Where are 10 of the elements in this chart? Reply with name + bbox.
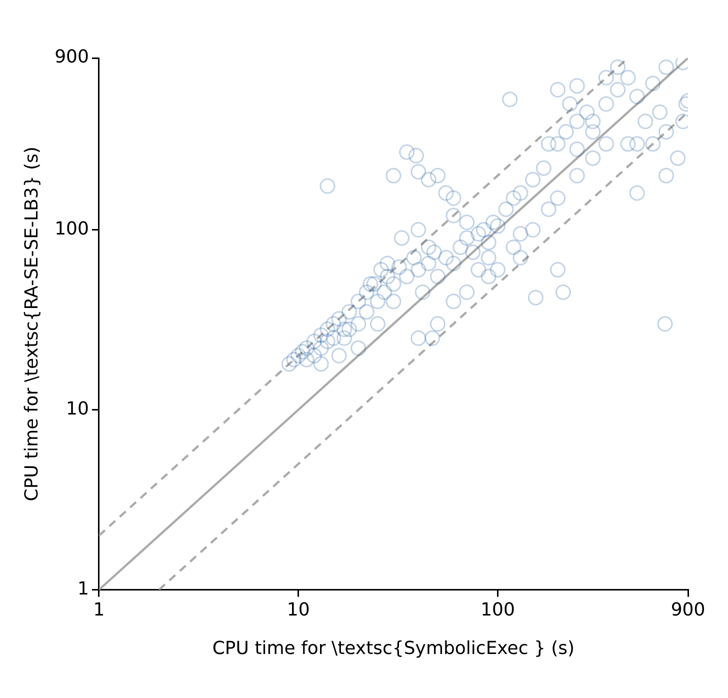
y-tick-label: 1 [78,578,89,600]
x-axis-title: CPU time for \textsc{SymbolicExec } (s) [212,638,575,659]
x-tick-label: 100 [480,599,515,620]
x-tick-label: 900 [670,599,706,620]
x-tick-label: 10 [286,599,310,620]
x-tick-label: 1 [93,599,105,620]
y-axis-title: CPU time for \textsc{RA-SE-SE-LB3} (s) [21,146,42,502]
y-tick-label: 10 [66,398,89,420]
y-tick-label: 100 [54,218,89,240]
y-tick-label: 900 [54,46,89,68]
